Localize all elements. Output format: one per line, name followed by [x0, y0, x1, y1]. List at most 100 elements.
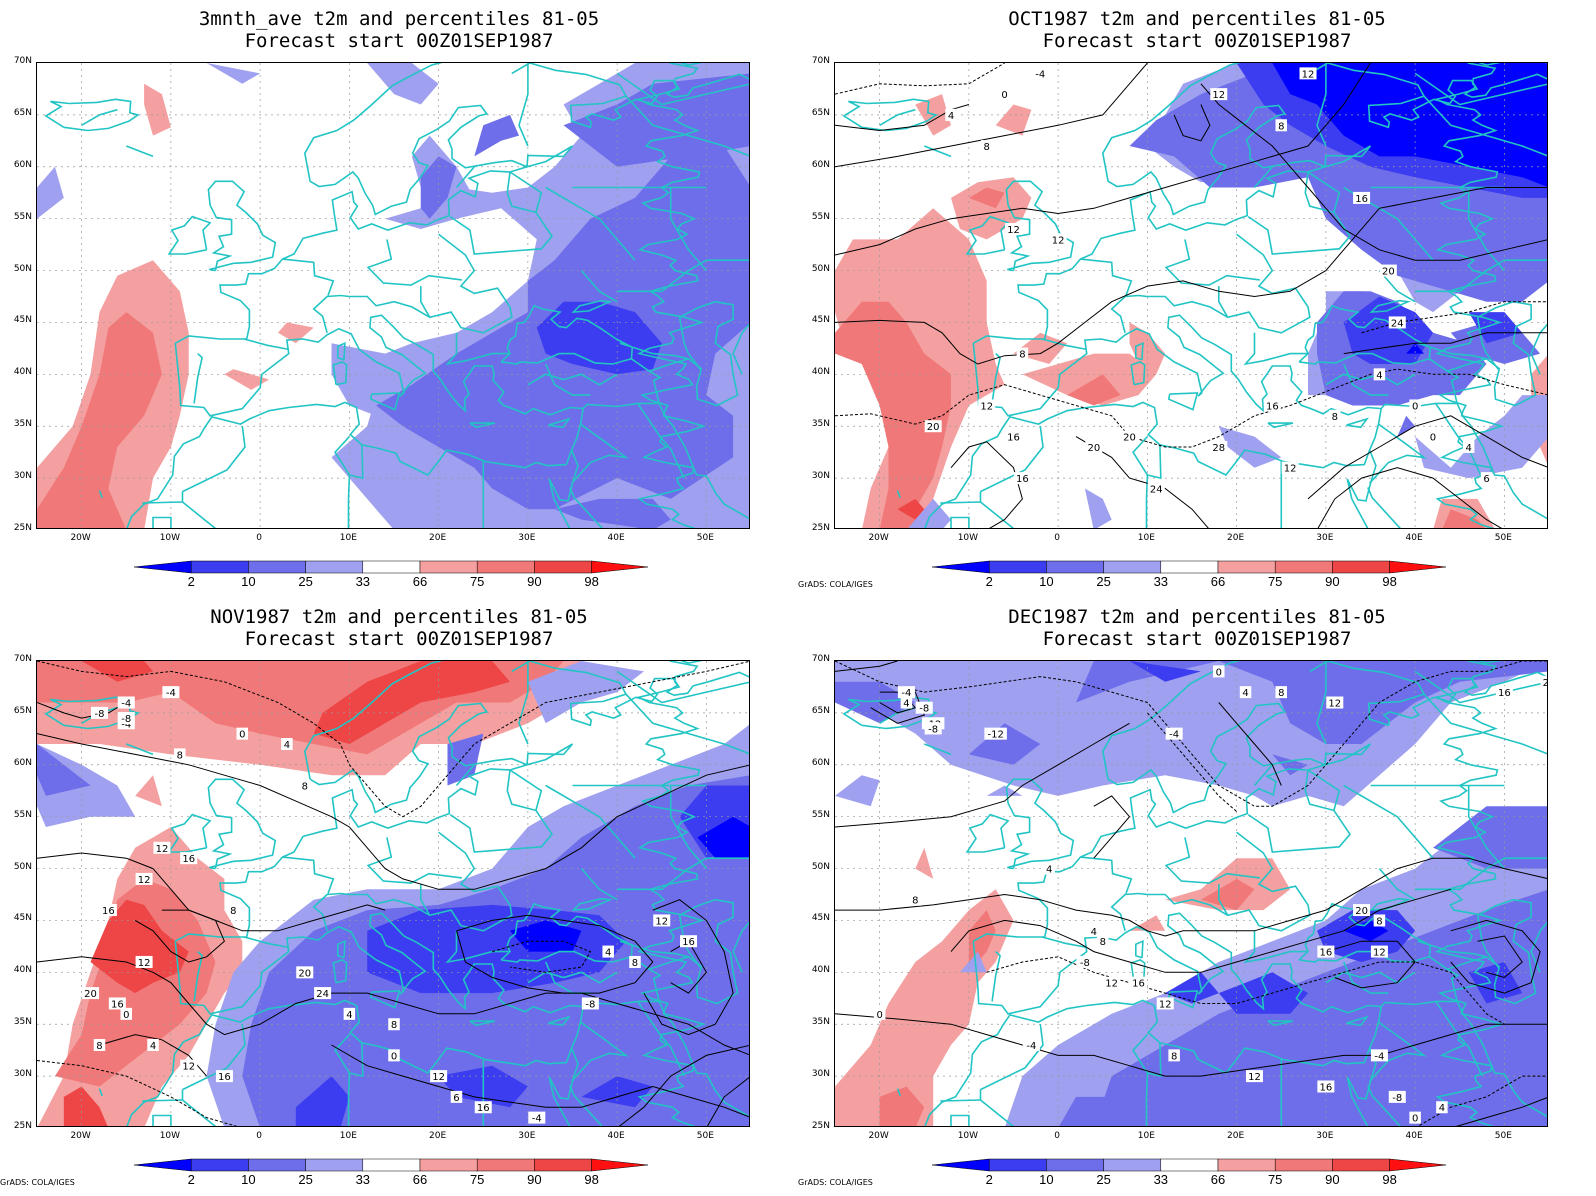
coastline [1253, 166, 1273, 189]
percentile-region-p33 [908, 498, 951, 528]
gridlines [37, 661, 749, 1126]
contour-label-bg [135, 872, 153, 885]
coastline [1367, 1085, 1401, 1126]
colorbar-label: 2 [187, 1172, 195, 1187]
contour-label-bg [299, 779, 311, 792]
contour-label: -8 [585, 999, 595, 1010]
contour-label: 4 [605, 948, 611, 959]
latitude-label: 60N [811, 757, 830, 768]
colorbar-label: 98 [1382, 574, 1397, 589]
colorbar-segment [248, 1158, 306, 1172]
temperature-contours [835, 63, 1547, 528]
coastlines [44, 661, 749, 1126]
colorbar-segment [1217, 1158, 1276, 1172]
percentile-region-p25 [968, 723, 1041, 765]
colorbar-label: 2 [187, 574, 195, 589]
contour-label: -12 [987, 730, 1003, 741]
contour-label-bg [1409, 399, 1421, 412]
contour-label: -4 [121, 699, 131, 710]
colorbar [134, 560, 649, 574]
coastline [1414, 72, 1547, 106]
latitude-label: 70N [13, 654, 32, 664]
panel-subtitle: Forecast start 00Z01SEP1987 [1042, 628, 1352, 650]
longitude-label: 10E [339, 1131, 357, 1141]
longitude-label: 10E [339, 533, 357, 543]
contour-label: 8 [96, 1041, 102, 1052]
coastline [1456, 403, 1547, 520]
colorbar-label: 10 [1039, 574, 1054, 589]
contour-label-bg [236, 727, 249, 740]
contour-label-bg [1156, 997, 1174, 1010]
percentile-region-p90 [81, 661, 153, 682]
percentile-region-p90 [90, 899, 189, 994]
percentile-region-p25 [474, 114, 519, 157]
percentile-region-p66 [915, 847, 934, 879]
coastline [940, 501, 981, 504]
colorbar-label: 98 [1382, 1172, 1397, 1187]
coastline [616, 670, 749, 704]
contour-label-bg [528, 1111, 546, 1124]
contour-label: 8 [1278, 121, 1284, 132]
contour-label: 0 [876, 1010, 882, 1021]
percentile-region-p33 [206, 63, 261, 84]
contour-label: 12 [138, 958, 151, 969]
latitude-label: 50N [811, 263, 830, 274]
percentile-region-p90 [313, 661, 510, 744]
contour-line [37, 661, 749, 818]
percentile-region-p10 [1129, 661, 1201, 682]
percentile-region-p90 [63, 1086, 108, 1126]
coastline [1423, 693, 1547, 755]
contour-label: -4 [1169, 730, 1179, 741]
contour-label-bg [1281, 461, 1299, 474]
contour-label-bg [1373, 368, 1386, 381]
coastline [950, 1114, 970, 1126]
coastline [449, 769, 554, 853]
contour-label-bg [1245, 1070, 1263, 1083]
coastline [337, 939, 346, 959]
coastline [580, 270, 618, 303]
coastline [1316, 63, 1327, 147]
colorbar-arrow-right [591, 1158, 649, 1172]
longitude-label: 40E [1405, 1131, 1423, 1141]
contour-label: 8 [1332, 412, 1338, 423]
coastline [518, 63, 529, 147]
coastline [1467, 785, 1506, 870]
coastline [182, 1024, 246, 1091]
contour-label-bg [984, 727, 1007, 740]
contour-line [986, 956, 1505, 1025]
coastline [366, 239, 462, 286]
colorbar-segment [1332, 1158, 1390, 1172]
contour-label: 4 [150, 1041, 156, 1052]
coastline [449, 171, 554, 255]
colorbar-arrow-right [1389, 560, 1447, 574]
contour-label-bg [1409, 1111, 1421, 1124]
contour-label-bg [82, 987, 100, 1000]
contour-label: 0 [123, 1010, 129, 1021]
gridlines [37, 63, 749, 528]
longitude-label: 10E [1137, 533, 1155, 543]
contour-line [1455, 1097, 1547, 1126]
contour-label-bg [900, 696, 913, 709]
coastline [44, 98, 140, 132]
contour-label: 12 [1373, 948, 1386, 959]
contour-label: 8 [391, 1020, 397, 1031]
contour-label-bg [1005, 430, 1022, 443]
contour-label-bg [602, 945, 614, 958]
coastline [98, 490, 103, 499]
coastline [548, 1047, 579, 1126]
longitude-label: 40E [607, 533, 625, 543]
latitude-label: 70N [811, 56, 830, 66]
coastline [455, 764, 475, 787]
contour-label: -8 [1392, 1093, 1402, 1104]
contour-label: 20 [298, 968, 311, 979]
map-canvas: -44-8-12-8-12-4048121620480-4-8481216128… [835, 661, 1547, 1126]
contour-label-bg [1373, 914, 1386, 927]
coastline [649, 955, 703, 970]
percentile-region-p75 [1442, 509, 1485, 528]
coastline [349, 1042, 364, 1078]
colorbar-segment [534, 560, 592, 574]
latitude-label: 25N [811, 1121, 830, 1131]
coastline [527, 373, 618, 386]
percentile-region-p33 [835, 775, 880, 807]
panel-subtitle: Forecast start 00Z01SEP1987 [244, 30, 554, 52]
